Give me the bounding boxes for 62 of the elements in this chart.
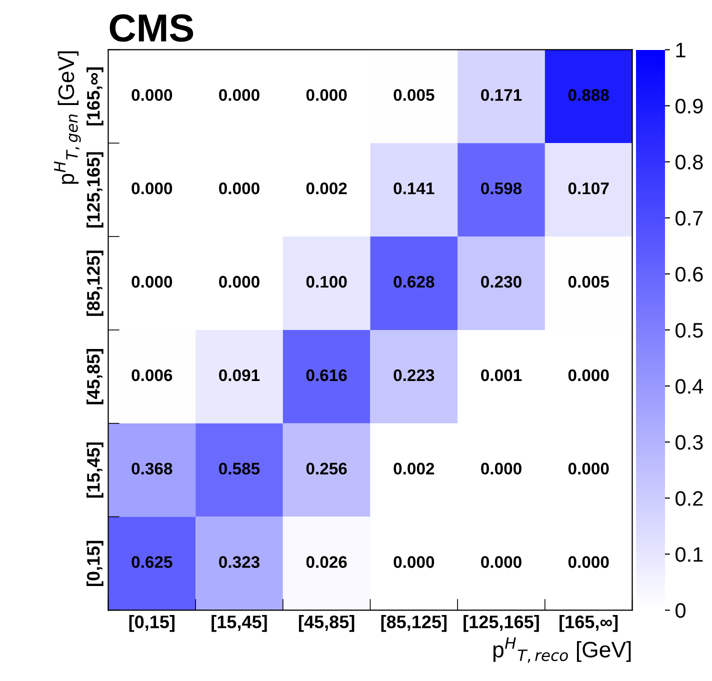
x-tick-label: [85,125]	[381, 615, 447, 632]
color-bar-label: 0.6	[676, 266, 703, 282]
data-label: 0.107	[568, 182, 609, 194]
data-label: 0.000	[481, 462, 522, 475]
data-label: 0.000	[132, 182, 172, 194]
data-label: 0.000	[481, 556, 522, 568]
data-label: 0.000	[219, 89, 260, 101]
x-tick-label: [0,15]	[129, 615, 174, 632]
data-label: 0.368	[132, 462, 172, 475]
data-label: 0.000	[568, 556, 609, 568]
data-label: 0.223	[394, 369, 434, 382]
data-label: 0.091	[219, 369, 260, 382]
color-bar-label: 0	[676, 603, 686, 618]
x-axis-title: p$^{H}$$_{T,reco}$ [GeV]	[493, 637, 631, 663]
x-tick-label: [165,∞]	[560, 615, 618, 632]
color-bar-label: 0.2	[676, 491, 703, 506]
data-label: 0.000	[219, 182, 260, 194]
y-tick-label: [15,45]	[86, 442, 104, 498]
data-label: 0.000	[219, 276, 260, 288]
data-label: 0.026	[306, 556, 347, 568]
color-bar-label: 0.3	[676, 435, 703, 450]
chart-title: CMS	[110, 14, 194, 42]
color-bar-label: 0.5	[676, 322, 703, 338]
color-bar-label: 0.4	[676, 378, 704, 394]
data-label: 0.171	[481, 89, 522, 101]
color-bar-label: 0.7	[676, 210, 703, 226]
y-tick-label: [125,165]	[86, 152, 104, 228]
color-bar-label: 0.1	[676, 547, 703, 562]
data-label: 0.000	[568, 369, 609, 382]
data-label: 0.616	[306, 369, 347, 382]
data-label: 0.005	[394, 89, 434, 101]
y-tick-label: [45,85]	[86, 349, 104, 404]
color-bar-label: 0.9	[676, 98, 703, 114]
data-label: 0.100	[306, 276, 347, 288]
data-label: 0.005	[568, 276, 609, 288]
x-tick-label: [125,165]	[464, 615, 539, 632]
data-label: 0.001	[481, 369, 522, 382]
color-bar-label: 1	[676, 42, 686, 58]
y-axis-title: p$^{H}$$_{T,gen}$ [GeV]	[54, 51, 81, 184]
data-label: 0.628	[394, 276, 434, 288]
color-bar-label: 0.8	[676, 154, 703, 170]
data-label: 0.000	[132, 89, 172, 101]
data-label: 0.002	[306, 182, 347, 194]
y-tick-label: [0,15]	[86, 540, 104, 586]
data-label: 0.256	[306, 462, 347, 475]
data-label: 0.888	[568, 89, 609, 101]
data-label: 0.006	[132, 369, 172, 382]
data-label: 0.323	[219, 556, 260, 568]
x-tick-label: [45,85]	[298, 615, 354, 632]
data-label: 0.585	[219, 462, 260, 475]
y-tick-label: [165,∞]	[86, 67, 104, 126]
x-tick-label: [15,45]	[212, 615, 267, 632]
data-label: 0.000	[394, 556, 434, 568]
data-label: 0.230	[481, 276, 522, 288]
data-label: 0.141	[394, 182, 434, 194]
data-label: 0.598	[481, 182, 522, 194]
data-label: 0.000	[568, 462, 609, 475]
data-label: 0.000	[132, 276, 172, 288]
data-label: 0.002	[394, 462, 434, 475]
data-label: 0.625	[132, 556, 172, 568]
y-tick-label: [85,125]	[86, 250, 104, 316]
data-label: 0.000	[306, 89, 347, 101]
